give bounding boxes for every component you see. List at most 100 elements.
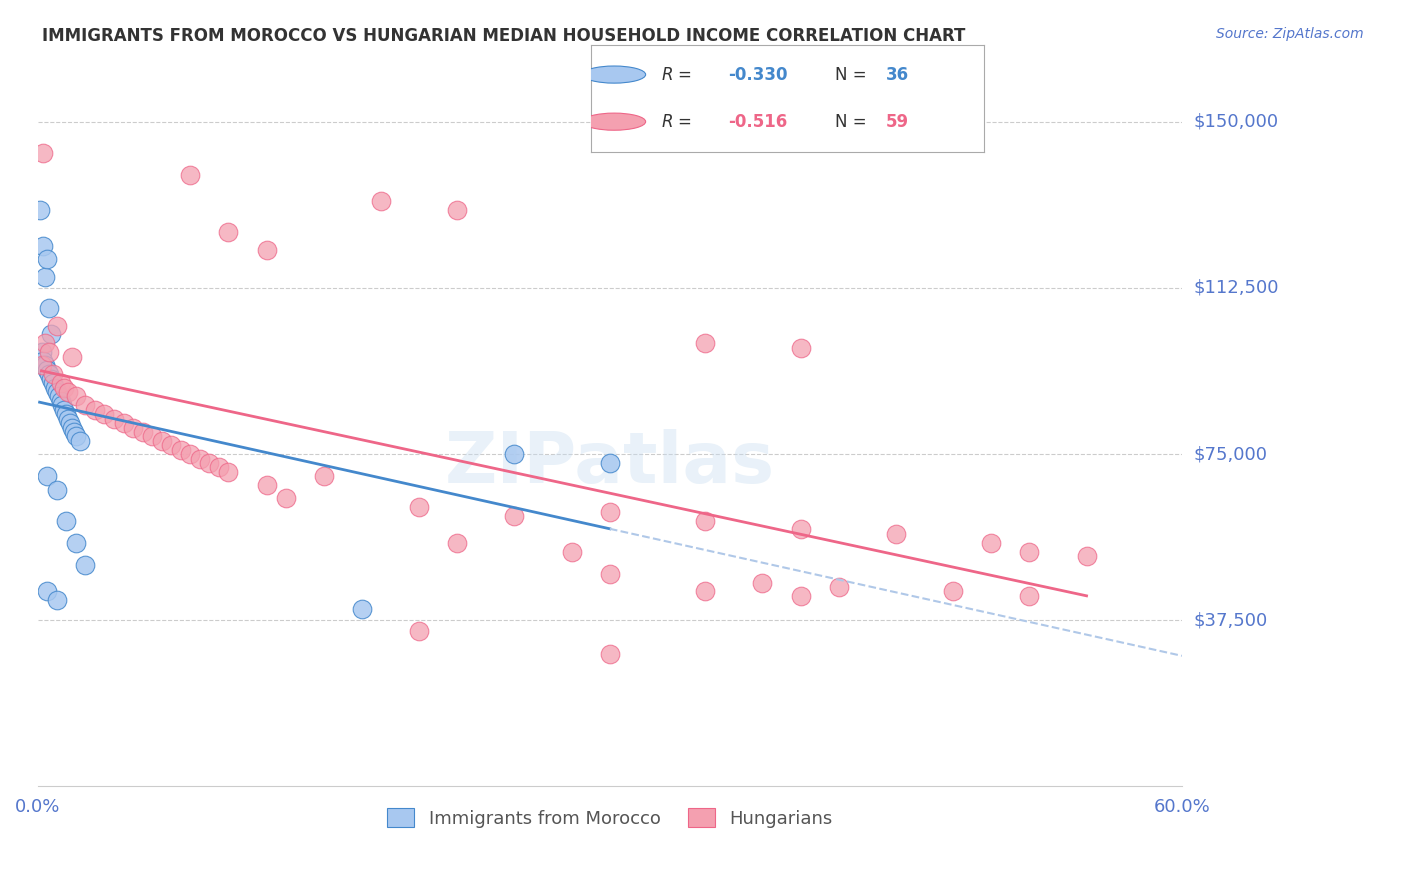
Point: [93, 407, 115, 421]
Y-axis label: Median Household Income: Median Household Income: [0, 318, 8, 538]
Point: [55, 514, 77, 528]
Point: [942, 584, 965, 599]
Point: [39, 372, 62, 386]
Point: [217, 226, 239, 240]
Text: $112,500: $112,500: [1194, 279, 1278, 297]
Point: [198, 456, 221, 470]
Point: [38, 301, 60, 315]
Point: [63, 425, 86, 439]
Text: IMMIGRANTS FROM MOROCCO VS HUNGARIAN MEDIAN HOUSEHOLD INCOME CORRELATION CHART: IMMIGRANTS FROM MOROCCO VS HUNGARIAN MED…: [42, 27, 966, 45]
Point: [561, 544, 583, 558]
Point: [370, 194, 392, 209]
Text: 59: 59: [886, 112, 908, 130]
Point: [32, 354, 55, 368]
Point: [789, 341, 811, 355]
Text: -0.330: -0.330: [728, 66, 787, 84]
Point: [53, 402, 76, 417]
Point: [75, 558, 97, 572]
Point: [884, 527, 907, 541]
Point: [65, 429, 87, 443]
Text: $\mathit{R}$ =: $\mathit{R}$ =: [661, 66, 695, 84]
Point: [34, 269, 56, 284]
Point: [695, 336, 717, 351]
Point: [49, 376, 72, 391]
Text: $150,000: $150,000: [1194, 112, 1278, 131]
Point: [60, 350, 83, 364]
Point: [446, 535, 468, 549]
Point: [751, 575, 773, 590]
Point: [217, 465, 239, 479]
Point: [51, 398, 73, 412]
Point: [32, 239, 55, 253]
Point: [131, 425, 153, 439]
Text: 36: 36: [886, 66, 908, 84]
Point: [53, 381, 76, 395]
Point: [38, 345, 60, 359]
Point: [34, 359, 56, 373]
Point: [103, 411, 125, 425]
Point: [446, 203, 468, 218]
Text: Source: ZipAtlas.com: Source: ZipAtlas.com: [1216, 27, 1364, 41]
Point: [28, 203, 51, 218]
Point: [179, 168, 201, 182]
Point: [256, 478, 278, 492]
Point: [45, 385, 67, 400]
Point: [37, 252, 59, 266]
Text: N =: N =: [835, 112, 872, 130]
Point: [48, 389, 70, 403]
Point: [39, 327, 62, 342]
Point: [60, 420, 83, 434]
Point: [408, 624, 430, 639]
Point: [141, 429, 163, 443]
Point: [44, 381, 66, 395]
Point: [503, 447, 526, 461]
Point: [31, 359, 53, 373]
Point: [256, 244, 278, 258]
Text: $\mathit{R}$ =: $\mathit{R}$ =: [661, 112, 695, 130]
Point: [312, 469, 335, 483]
Point: [1018, 544, 1040, 558]
Point: [827, 580, 849, 594]
Text: N =: N =: [835, 66, 872, 84]
Text: $75,000: $75,000: [1194, 445, 1267, 463]
Point: [980, 535, 1002, 549]
Point: [179, 447, 201, 461]
Point: [37, 363, 59, 377]
Point: [160, 438, 183, 452]
Point: [599, 647, 621, 661]
Point: [45, 318, 67, 333]
Point: [274, 491, 297, 506]
Point: [69, 434, 91, 448]
Point: [83, 402, 105, 417]
Text: -0.516: -0.516: [728, 112, 787, 130]
Point: [350, 602, 373, 616]
Point: [45, 593, 67, 607]
Point: [112, 416, 135, 430]
Point: [45, 483, 67, 497]
Point: [37, 469, 59, 483]
Point: [75, 398, 97, 412]
Point: [42, 376, 65, 391]
Point: [599, 456, 621, 470]
Point: [208, 460, 231, 475]
Circle shape: [582, 66, 645, 83]
Point: [695, 514, 717, 528]
Text: $37,500: $37,500: [1194, 611, 1267, 629]
Point: [1076, 549, 1098, 563]
Point: [789, 589, 811, 603]
Point: [38, 368, 60, 382]
Point: [599, 566, 621, 581]
Legend: Immigrants from Morocco, Hungarians: Immigrants from Morocco, Hungarians: [380, 801, 839, 835]
Point: [58, 411, 80, 425]
Point: [58, 385, 80, 400]
Point: [122, 420, 145, 434]
Point: [599, 505, 621, 519]
Point: [37, 584, 59, 599]
Point: [188, 451, 211, 466]
Circle shape: [582, 113, 645, 130]
Text: ZIPatlas: ZIPatlas: [444, 429, 775, 498]
Point: [150, 434, 173, 448]
Point: [31, 345, 53, 359]
Point: [789, 523, 811, 537]
Point: [59, 416, 82, 430]
